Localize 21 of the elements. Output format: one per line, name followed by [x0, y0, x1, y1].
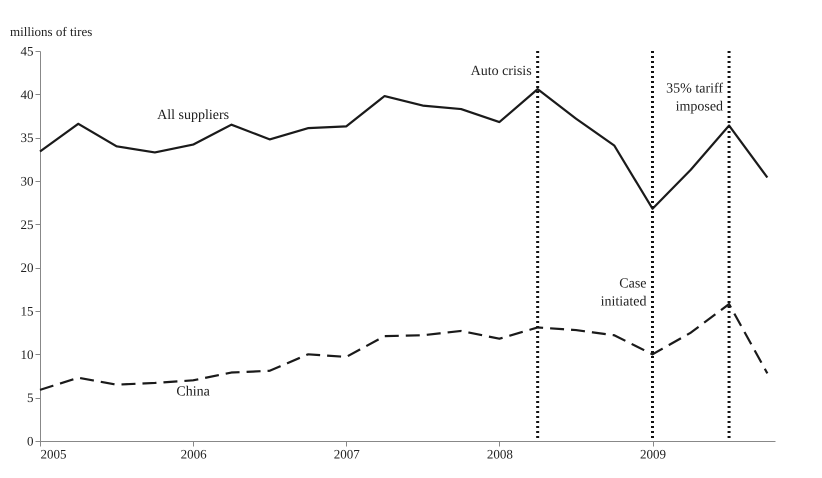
y-axis-title: millions of tires [10, 24, 92, 39]
ref-line-label: Auto crisis [470, 64, 532, 79]
ref-line-label: 35% tariff imposed [666, 81, 724, 114]
ref-line-label: Case initiated [600, 276, 646, 310]
x-tick-label: 2005 [40, 446, 66, 462]
y-tick-label: 0 [27, 434, 34, 448]
series-label: All suppliers [157, 108, 230, 123]
y-tick-label: 45 [20, 44, 34, 58]
series-label: China [176, 384, 211, 400]
y-tick-label: 20 [20, 260, 34, 276]
x-tick-label: 2006 [180, 446, 208, 462]
y-tick-label: 15 [20, 304, 34, 318]
x-tick-label: 2007 [334, 446, 360, 462]
y-tick-label: 30 [20, 174, 34, 188]
x-tick-label: 2008 [486, 446, 513, 462]
y-tick-label: 5 [27, 390, 34, 406]
x-tick-label: 2009 [640, 446, 666, 462]
y-tick-label: 40 [20, 86, 34, 102]
y-tick-label: 25 [20, 216, 34, 232]
y-tick-label: 35 [20, 130, 34, 146]
y-tick-label: 10 [20, 346, 34, 362]
